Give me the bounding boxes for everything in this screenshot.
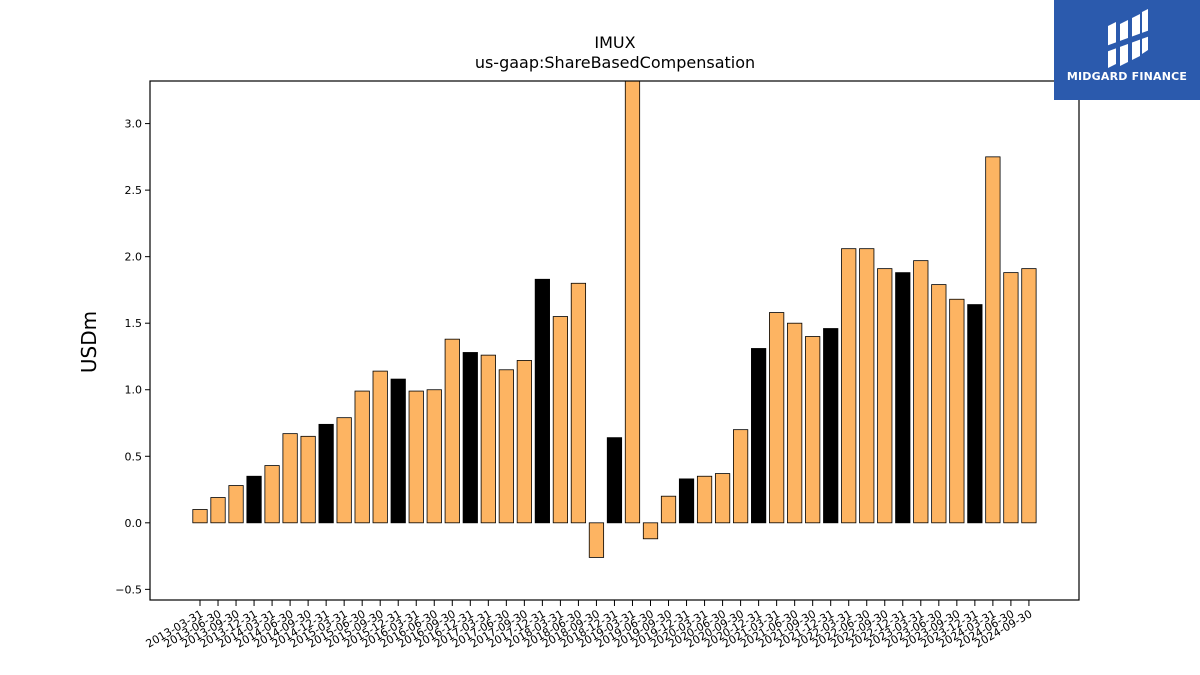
bar: [606, 437, 623, 524]
bar: [228, 485, 244, 524]
bar: [282, 433, 298, 524]
bar: [318, 423, 334, 524]
bar: [660, 495, 677, 524]
bar: [895, 272, 911, 524]
bar: [696, 475, 713, 524]
chart-subtitle: us-gaap:ShareBasedCompensation: [475, 53, 755, 72]
y-axis-label: USDm: [77, 311, 101, 373]
bar: [588, 522, 605, 558]
bar: [751, 348, 767, 524]
y-tick-label: 3.0: [125, 118, 143, 131]
bar: [552, 316, 569, 524]
bar: [516, 360, 532, 524]
bar: [444, 338, 460, 524]
bar: [985, 156, 1001, 524]
bar: [192, 509, 208, 524]
bar: [336, 417, 352, 524]
bar: [841, 248, 857, 524]
plot-area: −0.50.00.51.01.52.02.53.02013-03-312013-…: [115, 80, 1037, 651]
chart-title: IMUX: [594, 33, 635, 52]
bar: [733, 429, 749, 524]
y-tick-label: 0.0: [125, 517, 143, 530]
bar: [462, 352, 478, 524]
bar: [372, 370, 388, 524]
bar: [570, 282, 587, 524]
bar: [498, 369, 514, 524]
y-tick-label: 2.0: [125, 251, 143, 264]
midgard-logo-icon: [1106, 9, 1150, 68]
bar: [1021, 268, 1037, 524]
bar: [769, 312, 785, 524]
bar: [480, 354, 496, 524]
bar: [426, 389, 442, 524]
bar: [246, 475, 262, 524]
bar: [1003, 272, 1019, 524]
y-tick-label: 1.0: [125, 384, 143, 397]
bar: [408, 390, 424, 524]
bar: [354, 390, 370, 524]
bar: [805, 336, 821, 524]
bar: [967, 304, 983, 524]
bar: [787, 322, 803, 524]
plot-frame: [149, 80, 1080, 601]
y-tick-label: 2.5: [125, 184, 143, 197]
bar: [210, 497, 226, 524]
bar: [390, 378, 406, 524]
bar: [931, 284, 947, 524]
bar: [534, 278, 550, 524]
bar: [678, 478, 695, 524]
bar: [913, 260, 929, 524]
bar: [264, 465, 280, 524]
bar: [859, 248, 875, 524]
y-tick-label: −0.5: [115, 583, 142, 596]
bar: [714, 473, 731, 524]
bar: [642, 522, 659, 540]
bar: [823, 328, 839, 524]
bar: [877, 268, 893, 524]
logo-text: MIDGARD FINANCE: [1066, 70, 1188, 83]
bar: [949, 298, 965, 524]
y-tick-label: 0.5: [125, 450, 143, 463]
bar: [300, 435, 316, 524]
logo: MIDGARD FINANCE: [1054, 0, 1200, 100]
y-tick-label: 1.5: [125, 317, 143, 330]
bar: [624, 80, 641, 524]
